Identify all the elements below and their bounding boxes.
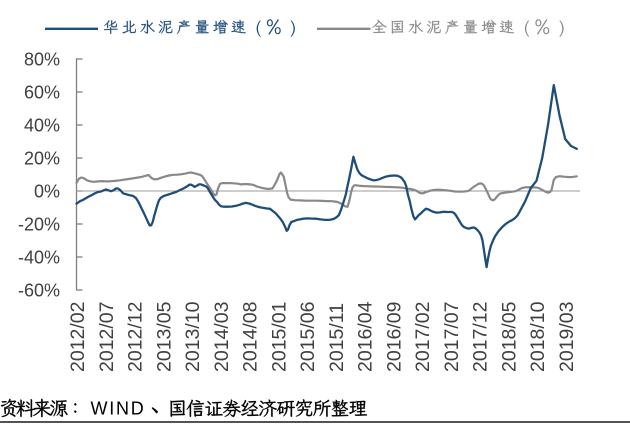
svg-text:2014/08: 2014/08 (240, 302, 262, 373)
svg-text:2012/02: 2012/02 (67, 302, 89, 373)
svg-text:2017/02: 2017/02 (412, 302, 434, 373)
svg-text:2012/12: 2012/12 (125, 302, 147, 373)
svg-text:2018/10: 2018/10 (527, 301, 549, 372)
svg-text:2017/07: 2017/07 (441, 302, 463, 373)
svg-text:-40%: -40% (18, 247, 60, 267)
svg-text:60%: 60% (24, 82, 60, 102)
svg-text:2016/04: 2016/04 (355, 301, 377, 372)
svg-text:2015/01: 2015/01 (268, 302, 290, 373)
svg-text:2013/10: 2013/10 (182, 301, 204, 372)
svg-text:2015/11: 2015/11 (326, 303, 348, 372)
svg-text:2016/09: 2016/09 (383, 302, 405, 373)
svg-text:2019/03: 2019/03 (556, 302, 578, 373)
svg-text:20%: 20% (24, 148, 60, 168)
svg-text:2018/05: 2018/05 (498, 301, 520, 372)
svg-text:-60%: -60% (18, 280, 60, 300)
svg-text:WIND: WIND (91, 398, 146, 418)
svg-text:40%: 40% (24, 115, 60, 135)
svg-text:2015/06: 2015/06 (297, 302, 319, 373)
svg-text:2012/07: 2012/07 (96, 302, 118, 373)
svg-text:2014/03: 2014/03 (211, 302, 233, 373)
svg-text:0%: 0% (34, 181, 60, 201)
svg-text:2017/12: 2017/12 (470, 302, 492, 373)
svg-text:80%: 80% (24, 49, 60, 69)
svg-text:-20%: -20% (18, 214, 60, 234)
svg-text:2013/05: 2013/05 (153, 301, 175, 372)
